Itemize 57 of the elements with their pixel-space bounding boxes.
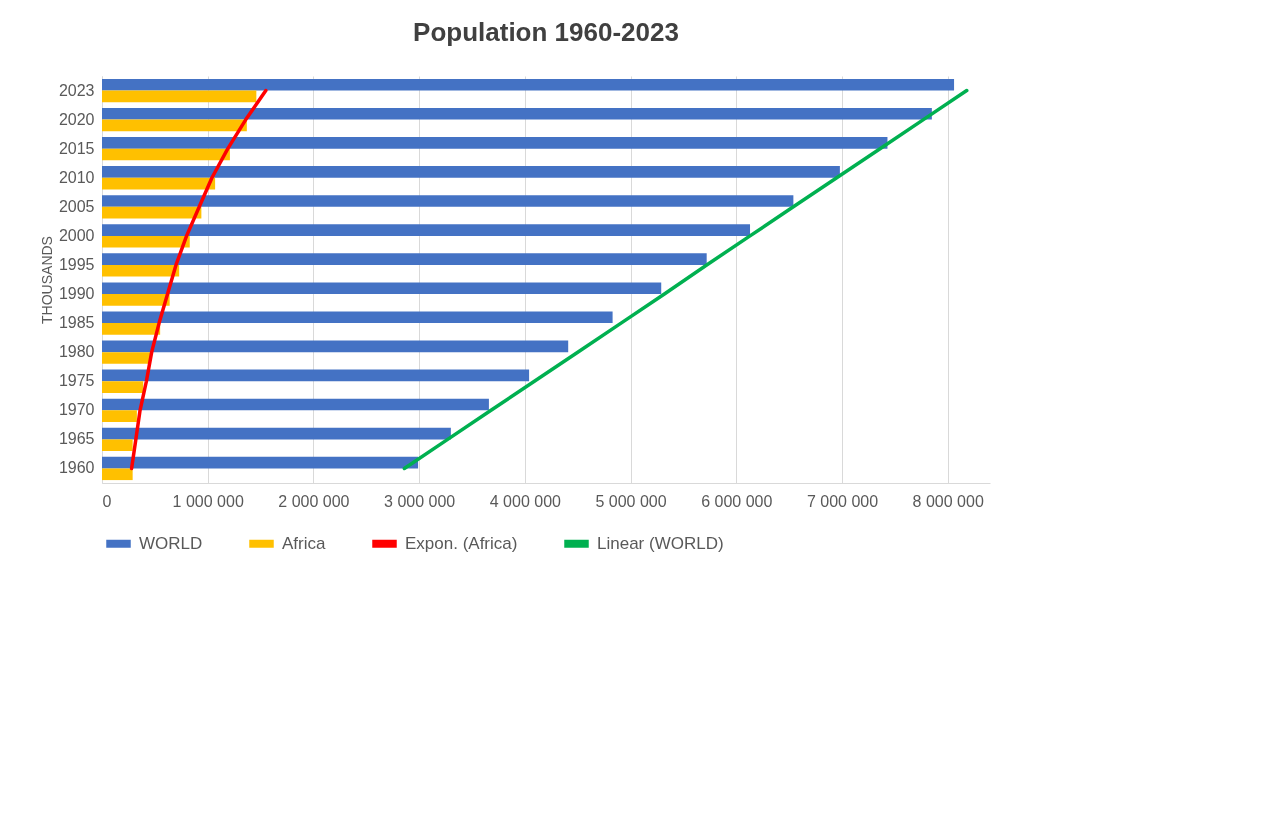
chart-title: Population 1960-2023 [413,17,679,47]
bar [102,468,133,481]
x-tick-label: 3 000 000 [384,492,456,510]
bar [102,352,151,364]
bar [102,311,613,324]
bar [102,235,190,248]
bar [102,206,202,219]
y-tick-label: 2000 [58,226,95,244]
bar [102,323,161,335]
bar [102,78,955,91]
x-tick-label: 1 000 000 [172,492,244,510]
y-tick-label: 2010 [58,168,95,186]
legend-label: Expon. (Africa) [405,533,518,553]
bar [102,137,888,149]
legend-label: WORLD [139,533,203,553]
bar [102,177,216,190]
x-tick-label: 2 000 000 [278,492,350,510]
y-tick-label: 1985 [58,314,95,332]
legend-label: Africa [282,533,326,553]
y-tick-label: 2015 [58,139,95,157]
bar [102,427,451,440]
bar [102,456,419,469]
y-tick-label: 1960 [58,459,95,477]
y-tick-label: 1965 [58,430,95,448]
bar [102,148,230,161]
bar [102,195,794,207]
y-axis-title: THOUSANDS [38,236,55,324]
y-tick-label: 2005 [58,197,95,215]
bar [102,107,932,120]
y-tick-label: 2023 [58,81,95,99]
x-tick-label: 4 000 000 [489,492,562,510]
y-tick-label: 1990 [58,285,95,303]
bar [102,398,489,411]
bar [102,224,751,236]
legend-label: Linear (WORLD) [597,533,724,553]
x-tick-label: 6 000 000 [701,492,773,510]
bar [102,294,170,306]
y-tick-label: 1980 [58,343,95,361]
bar [102,119,247,132]
bar [102,253,707,265]
x-tick-label: 8 000 000 [912,492,984,510]
bar [102,282,662,295]
y-tick-label: 1970 [58,401,95,419]
bar [102,166,840,178]
x-tick-label: 7 000 000 [806,492,879,510]
x-tick-label: 0 [102,492,112,510]
bar [102,264,180,277]
bar [102,381,144,393]
y-tick-label: 2020 [58,110,95,128]
x-tick-label: 5 000 000 [595,492,667,510]
bar [102,340,569,353]
y-tick-label: 1975 [58,372,95,390]
bar [102,410,137,422]
bar [102,369,530,382]
y-tick-label: 1995 [58,255,95,273]
bar [102,90,257,103]
bar [102,439,133,452]
